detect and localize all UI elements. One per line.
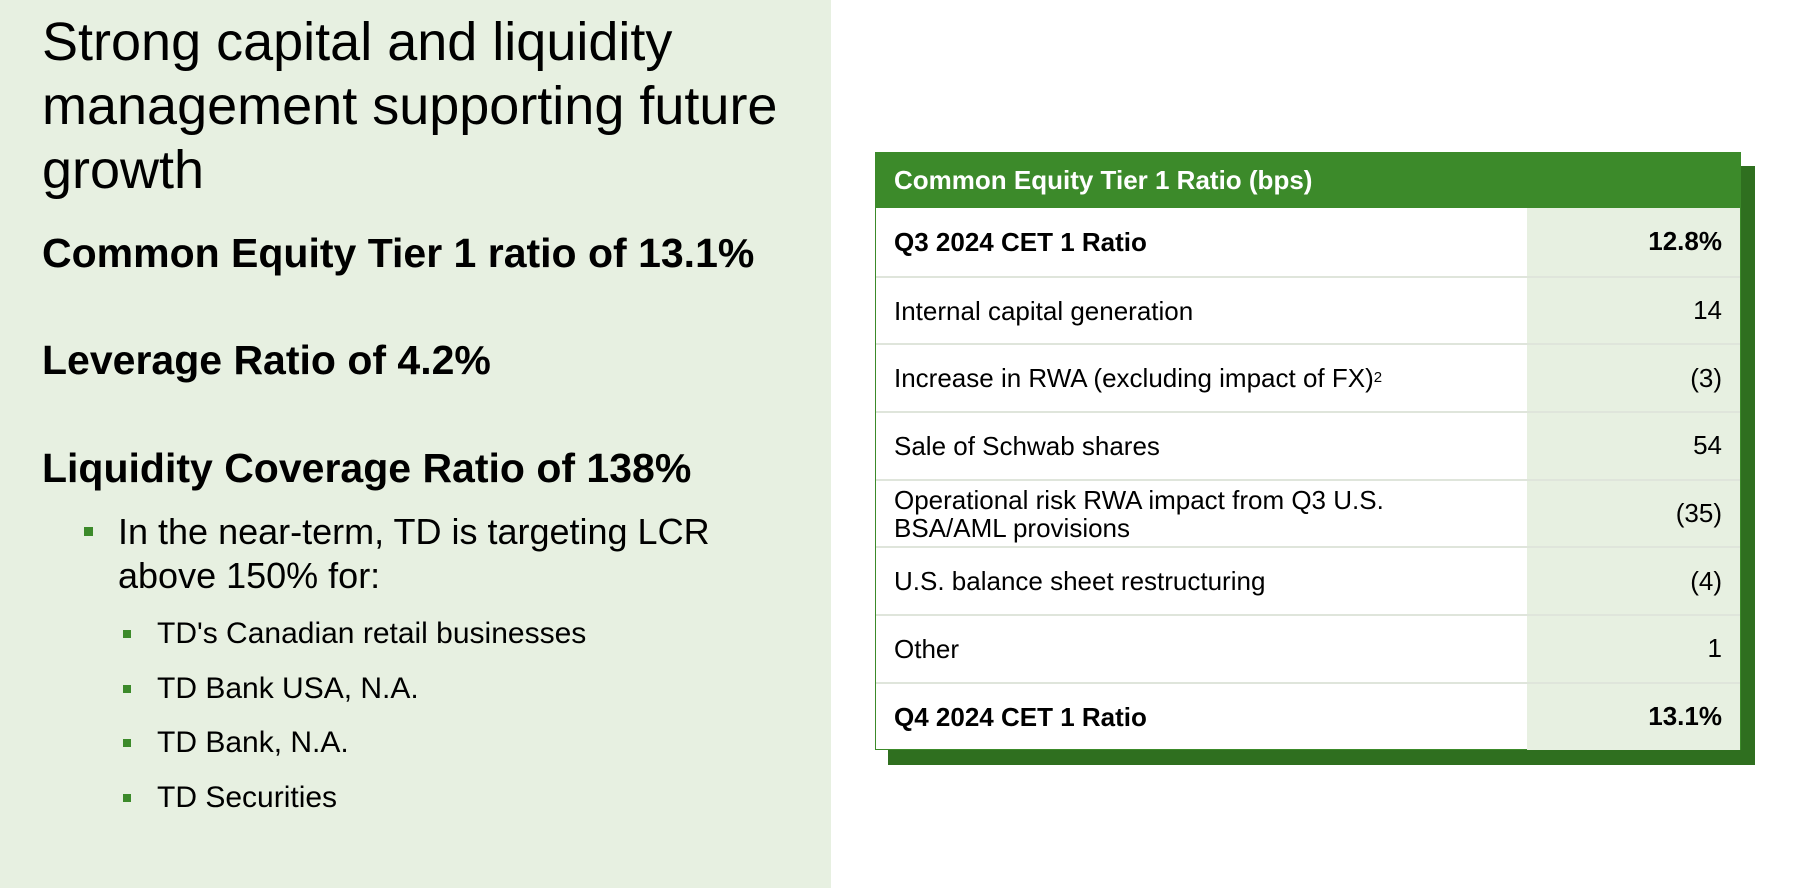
row-label: Q4 2024 CET 1 Ratio xyxy=(894,701,1147,732)
square-bullet-icon xyxy=(123,684,131,693)
cet1-table: Common Equity Tier 1 Ratio (bps) Q3 2024… xyxy=(875,152,1741,750)
lcr-heading: Liquidity Coverage Ratio of 138% xyxy=(42,445,692,491)
row-label: Q3 2024 CET 1 Ratio xyxy=(894,226,1147,257)
cet1-ratio-heading: Common Equity Tier 1 ratio of 13.1% xyxy=(42,230,755,276)
row-value: 54 xyxy=(1527,413,1740,479)
table-row: Internal capital generation 14 xyxy=(876,275,1740,344)
table-body: Q3 2024 CET 1 Ratio 12.8% Internal capit… xyxy=(876,208,1740,750)
lcr-target-list: TD's Canadian retail businesses TD Bank … xyxy=(121,612,801,831)
table-row: Sale of Schwab shares 54 xyxy=(876,411,1740,479)
row-label: Operational risk RWA impact from Q3 U.S.… xyxy=(894,484,1384,543)
row-value: 1 xyxy=(1527,616,1740,682)
square-bullet-icon xyxy=(84,527,93,536)
list-item: TD Securities xyxy=(121,776,801,831)
lcr-target-text: In the near-term, TD is targeting LCR ab… xyxy=(118,511,710,596)
square-bullet-icon xyxy=(123,739,131,748)
row-label: Other xyxy=(894,633,960,664)
list-item: TD Bank, N.A. xyxy=(121,721,801,776)
row-value: (35) xyxy=(1527,480,1740,547)
row-value: (3) xyxy=(1527,345,1740,412)
page-title: Strong capital and liquidity management … xyxy=(42,12,778,200)
leverage-ratio-heading: Leverage Ratio of 4.2% xyxy=(42,337,491,383)
table-row: Increase in RWA (excluding impact of FX)… xyxy=(876,343,1740,412)
square-bullet-icon xyxy=(123,794,131,803)
square-bullet-icon xyxy=(123,630,131,638)
row-label: Sale of Schwab shares xyxy=(894,430,1160,461)
table-row: U.S. balance sheet restructuring (4) xyxy=(876,546,1740,615)
row-label: U.S. balance sheet restructuring xyxy=(894,566,1266,597)
left-panel: Strong capital and liquidity management … xyxy=(0,0,831,888)
table-header: Common Equity Tier 1 Ratio (bps) xyxy=(876,153,1740,208)
row-label: Internal capital generation xyxy=(894,295,1194,326)
row-value: (4) xyxy=(1527,548,1740,615)
table-row: Q3 2024 CET 1 Ratio 12.8% xyxy=(876,208,1740,276)
list-item: TD's Canadian retail businesses xyxy=(121,612,801,667)
row-label: Increase in RWA (excluding impact of FX)… xyxy=(894,363,1383,394)
row-label-text: Increase in RWA (excluding impact of FX) xyxy=(894,363,1374,394)
table-row: Other 1 xyxy=(876,614,1740,682)
row-value: 13.1% xyxy=(1527,683,1740,750)
row-value: 12.8% xyxy=(1527,208,1740,276)
table-row: Q4 2024 CET 1 Ratio 13.1% xyxy=(876,681,1740,750)
row-value: 14 xyxy=(1527,277,1740,344)
list-item: TD Bank USA, N.A. xyxy=(121,667,801,722)
table-row: Operational risk RWA impact from Q3 U.S.… xyxy=(876,478,1740,547)
